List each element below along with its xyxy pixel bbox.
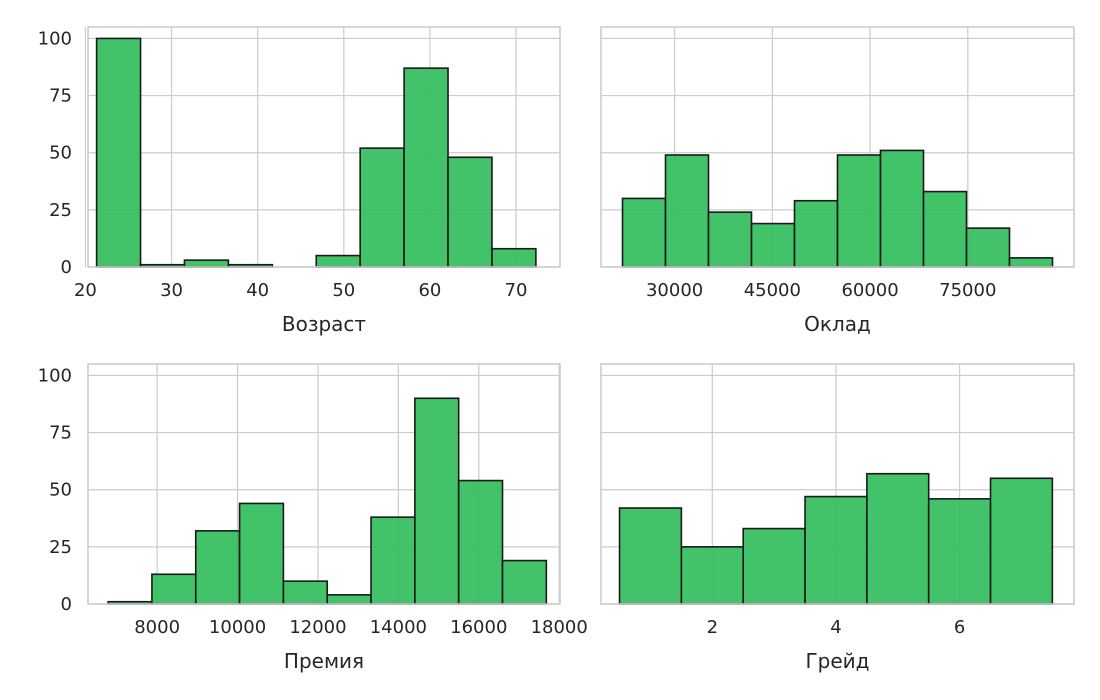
histogram-bar-grade-1 [680, 546, 745, 605]
histogram-bar-bonus-4 [282, 580, 329, 605]
histogram-bar-bonus-3 [238, 502, 285, 605]
histogram-bar-grade-2 [742, 527, 806, 605]
histogram-bar-salary-8 [965, 227, 1011, 268]
subplot-bonus: 8000 10000 12000 14000 16000 18000 0 25 50 75 100 П… [38, 363, 588, 673]
x-tick-label-age-4: 60 [418, 280, 441, 301]
histogram-bar-salary-6 [879, 149, 925, 268]
y-tick-label-bonus-2: 50 [49, 480, 72, 501]
x-tick-label-bonus-5: 18000 [531, 617, 588, 638]
y-tick-label-bonus-0: 0 [61, 594, 72, 615]
histogram-bar-age-8 [447, 156, 493, 268]
histogram-bar-bonus-6 [370, 516, 416, 605]
histogram-bar-age-9 [491, 247, 537, 268]
histogram-bar-grade-5 [927, 498, 992, 605]
histogram-bar-grade-0 [618, 507, 683, 605]
x-tick-label-age-3: 50 [332, 280, 355, 301]
x-tick-label-age-2: 40 [246, 280, 269, 301]
x-tick-label-grade-0: 2 [707, 617, 718, 638]
x-tick-label-bonus-0: 8000 [134, 617, 180, 638]
histogram-bar-age-2 [183, 259, 230, 268]
y-tick-label-bonus-3: 75 [49, 423, 72, 444]
y-tick-label-bonus-1: 25 [49, 537, 72, 558]
x-tick-label-salary-1: 45000 [744, 280, 801, 301]
axes-frame-grade [600, 363, 1075, 605]
histogram-bar-salary-0 [621, 197, 667, 268]
histogram-bar-bonus-5 [326, 594, 372, 605]
histogram-bar-age-5 [315, 254, 361, 268]
histogram-bar-salary-1 [664, 154, 710, 268]
histogram-bar-age-0 [95, 37, 142, 268]
x-tick-label-bonus-3: 14000 [370, 617, 427, 638]
histogram-bar-grade-4 [866, 472, 930, 605]
subplot-salary: 30000 45000 60000 75000 Оклад [600, 26, 1075, 336]
subplot-grade: 2 4 6 Грейд [600, 363, 1075, 673]
histogram-bar-bonus-1 [151, 573, 197, 605]
x-tick-label-age-5: 70 [505, 280, 528, 301]
x-tick-label-bonus-2: 12000 [289, 617, 346, 638]
y-tick-label-age-0: 0 [61, 257, 72, 278]
y-tick-label-age-1: 25 [49, 200, 72, 221]
histogram-bar-age-6 [359, 147, 405, 268]
y-tick-label-age-3: 75 [49, 86, 72, 107]
x-axis-label-grade: Грейд [805, 649, 869, 673]
histogram-bar-salary-9 [1008, 257, 1054, 268]
x-axis-label-bonus: Премия [284, 649, 364, 673]
x-axis-label-salary: Оклад [804, 312, 871, 336]
y-tick-label-age-4: 100 [38, 28, 72, 49]
x-axis-label-age: Возраст [282, 312, 367, 336]
histogram-bar-bonus-9 [501, 559, 548, 605]
histogram-bar-bonus-8 [457, 479, 504, 605]
x-tick-label-bonus-1: 10000 [209, 617, 266, 638]
x-tick-label-age-0: 20 [74, 280, 97, 301]
axes-frame-age [87, 26, 561, 268]
y-tick-label-age-2: 50 [49, 143, 72, 164]
x-tick-label-salary-2: 60000 [841, 280, 898, 301]
x-tick-label-bonus-4: 16000 [450, 617, 507, 638]
histogram-bar-grade-6 [989, 477, 1054, 605]
x-tick-label-age-1: 30 [160, 280, 183, 301]
histogram-bar-bonus-2 [194, 530, 241, 605]
x-tick-label-salary-0: 30000 [646, 280, 703, 301]
histogram-bar-salary-5 [836, 154, 882, 268]
subplot-age: 20 30 40 50 60 70 0 25 50 75 100 Возраст [38, 26, 561, 336]
axes-frame-salary [600, 26, 1075, 268]
histogram-bar-grade-3 [804, 495, 868, 605]
x-tick-label-grade-2: 6 [954, 617, 965, 638]
histogram-bar-salary-4 [793, 199, 839, 268]
histogram-bar-salary-3 [750, 222, 796, 268]
x-tick-label-salary-3: 75000 [939, 280, 996, 301]
histogram-bar-age-7 [403, 67, 449, 268]
histogram-bar-salary-7 [922, 190, 968, 268]
axes-frame-bonus [87, 363, 561, 605]
y-tick-label-bonus-4: 100 [38, 365, 72, 386]
histogram-bar-salary-2 [707, 211, 753, 268]
histogram-bar-bonus-7 [414, 397, 460, 605]
x-tick-label-grade-1: 4 [830, 617, 841, 638]
